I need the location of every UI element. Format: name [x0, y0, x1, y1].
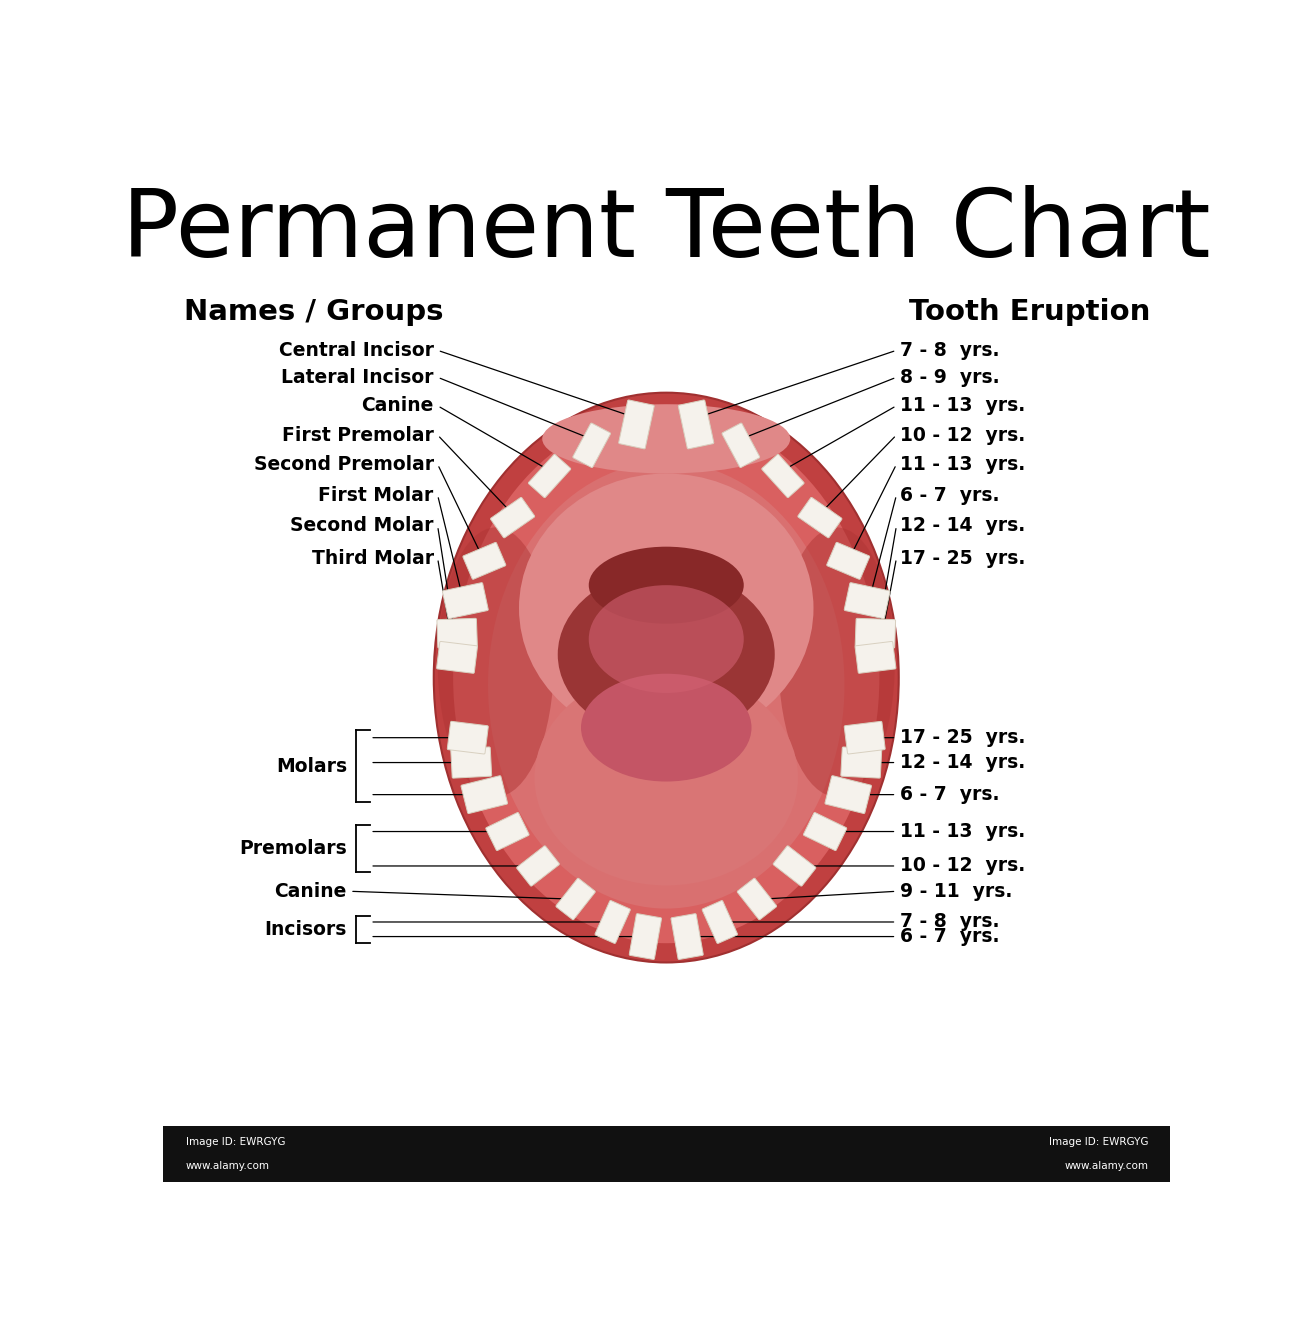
Text: 6 - 7  yrs.: 6 - 7 yrs. [901, 785, 1000, 805]
FancyBboxPatch shape [437, 619, 477, 648]
FancyBboxPatch shape [798, 498, 842, 538]
Text: Image ID: EWRGYG: Image ID: EWRGYG [1049, 1137, 1148, 1147]
Text: Tooth Eruption: Tooth Eruption [909, 297, 1150, 325]
Text: 6 - 7  yrs.: 6 - 7 yrs. [901, 486, 1000, 505]
Ellipse shape [488, 462, 845, 908]
Ellipse shape [558, 570, 775, 740]
FancyBboxPatch shape [463, 542, 506, 579]
FancyBboxPatch shape [516, 846, 559, 886]
Text: Canine: Canine [361, 396, 434, 416]
Ellipse shape [779, 527, 894, 797]
Text: 17 - 25  yrs.: 17 - 25 yrs. [901, 728, 1026, 748]
Text: Central Incisor: Central Incisor [278, 341, 434, 360]
Text: Image ID: EWRGYG: Image ID: EWRGYG [186, 1137, 285, 1147]
Ellipse shape [589, 586, 744, 693]
Text: First Premolar: First Premolar [282, 425, 434, 445]
FancyBboxPatch shape [702, 900, 737, 943]
Ellipse shape [542, 404, 790, 474]
Text: Incisors: Incisors [265, 920, 347, 939]
FancyBboxPatch shape [595, 900, 630, 943]
Text: Second Premolar: Second Premolar [254, 454, 434, 474]
Text: www.alamy.com: www.alamy.com [186, 1162, 270, 1171]
Ellipse shape [581, 673, 751, 781]
FancyBboxPatch shape [803, 813, 846, 850]
FancyBboxPatch shape [442, 583, 489, 619]
Text: 12 - 14  yrs.: 12 - 14 yrs. [901, 517, 1026, 535]
FancyBboxPatch shape [737, 878, 776, 920]
Text: 10 - 12  yrs.: 10 - 12 yrs. [901, 857, 1026, 875]
FancyBboxPatch shape [841, 746, 881, 778]
Ellipse shape [534, 669, 798, 886]
FancyBboxPatch shape [162, 1126, 1170, 1182]
Ellipse shape [589, 547, 744, 624]
FancyBboxPatch shape [844, 721, 885, 754]
Text: 11 - 13  yrs.: 11 - 13 yrs. [901, 822, 1026, 841]
Text: www.alamy.com: www.alamy.com [1065, 1162, 1148, 1171]
Text: Premolars: Premolars [239, 839, 347, 858]
Text: Lateral Incisor: Lateral Incisor [281, 368, 434, 386]
FancyBboxPatch shape [679, 400, 714, 449]
Text: First Molar: First Molar [318, 486, 434, 505]
Text: 17 - 25  yrs.: 17 - 25 yrs. [901, 548, 1026, 568]
Text: Permanent Teeth Chart: Permanent Teeth Chart [122, 185, 1210, 276]
Ellipse shape [519, 474, 814, 744]
FancyBboxPatch shape [437, 641, 477, 673]
FancyBboxPatch shape [629, 914, 662, 959]
FancyBboxPatch shape [844, 583, 891, 619]
Ellipse shape [434, 393, 898, 963]
Text: 6 - 7  yrs.: 6 - 7 yrs. [901, 927, 1000, 946]
Text: 12 - 14  yrs.: 12 - 14 yrs. [901, 753, 1026, 772]
FancyBboxPatch shape [556, 878, 595, 920]
FancyBboxPatch shape [528, 454, 571, 498]
FancyBboxPatch shape [774, 846, 816, 886]
FancyBboxPatch shape [619, 400, 654, 449]
Ellipse shape [454, 412, 879, 943]
FancyBboxPatch shape [762, 454, 805, 498]
Text: Names / Groups: Names / Groups [185, 297, 443, 325]
FancyBboxPatch shape [490, 498, 534, 538]
FancyBboxPatch shape [826, 776, 871, 814]
Text: Third Molar: Third Molar [312, 548, 434, 568]
FancyBboxPatch shape [722, 424, 759, 467]
FancyBboxPatch shape [855, 619, 896, 648]
Text: 8 - 9  yrs.: 8 - 9 yrs. [901, 368, 1000, 386]
Text: Canine: Canine [274, 882, 347, 900]
FancyBboxPatch shape [451, 746, 491, 778]
Text: 9 - 11  yrs.: 9 - 11 yrs. [901, 882, 1013, 900]
FancyBboxPatch shape [855, 641, 896, 673]
Ellipse shape [438, 527, 554, 797]
Text: Second Molar: Second Molar [290, 517, 434, 535]
Text: 7 - 8  yrs.: 7 - 8 yrs. [901, 912, 1000, 931]
Text: 10 - 12  yrs.: 10 - 12 yrs. [901, 425, 1026, 445]
FancyBboxPatch shape [462, 776, 507, 814]
FancyBboxPatch shape [486, 813, 529, 850]
Text: 11 - 13  yrs.: 11 - 13 yrs. [901, 454, 1026, 474]
Text: 7 - 8  yrs.: 7 - 8 yrs. [901, 341, 1000, 360]
Text: Molars: Molars [276, 757, 347, 776]
Text: 11 - 13  yrs.: 11 - 13 yrs. [901, 396, 1026, 416]
FancyBboxPatch shape [827, 542, 870, 579]
FancyBboxPatch shape [671, 914, 703, 959]
FancyBboxPatch shape [447, 721, 489, 754]
FancyBboxPatch shape [573, 424, 611, 467]
